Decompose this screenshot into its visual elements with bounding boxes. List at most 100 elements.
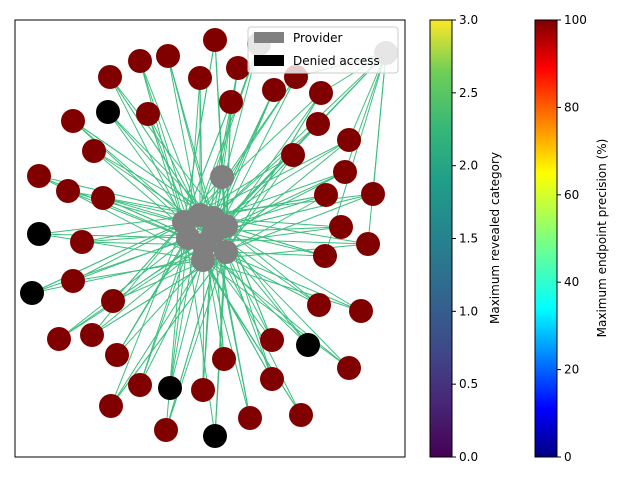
edge	[116, 259, 204, 356]
colorbar-tick-label: 80	[564, 100, 579, 114]
edge	[225, 194, 327, 227]
edge	[202, 259, 362, 312]
edge	[225, 92, 322, 227]
consumer-node	[156, 44, 180, 68]
consumer-node	[188, 66, 212, 90]
legend-label-denied-access: Denied access	[293, 54, 380, 68]
provider-node	[214, 240, 238, 264]
colorbar-tick-label: 3.0	[459, 13, 478, 27]
edge	[167, 55, 215, 233]
consumer-node	[47, 327, 71, 351]
edge	[202, 259, 302, 416]
colorbar-tick-label: 60	[564, 188, 579, 202]
edge	[169, 237, 189, 389]
edge	[38, 233, 189, 239]
colorbar-tick-label: 0.5	[459, 377, 478, 391]
consumer-node	[203, 28, 227, 52]
legend: Provider Denied access	[247, 26, 399, 74]
consumer-node	[337, 128, 361, 152]
edge	[107, 111, 214, 219]
edge	[139, 60, 201, 216]
edge	[72, 120, 185, 223]
consumer-node	[128, 373, 152, 397]
colorbar-tick-label: 1.0	[459, 304, 478, 318]
edge	[212, 123, 319, 219]
legend-swatch-provider	[254, 32, 284, 43]
consumer-node	[262, 78, 286, 102]
colorbar-precision-gradient	[534, 19, 558, 458]
consumer-node	[313, 244, 337, 268]
colorbar-tick-label: 1.5	[459, 232, 478, 246]
colorbar-tick-label: 2.0	[459, 159, 478, 173]
consumer-node	[212, 347, 236, 371]
edge	[225, 251, 326, 257]
consumer-node	[260, 328, 284, 352]
edge	[183, 221, 216, 437]
consumer-node	[27, 164, 51, 188]
colorbar-tick-label: 2.5	[459, 86, 478, 100]
provider-node	[210, 165, 234, 189]
edge	[147, 113, 201, 216]
consumer-node	[349, 299, 373, 323]
colorbar-category-gradient	[429, 19, 453, 458]
colorbar-tick-label: 20	[564, 363, 579, 377]
consumer-node	[61, 109, 85, 133]
colorbar-precision-label: Maximum endpoint precision (%)	[595, 139, 609, 338]
consumer-node	[329, 215, 353, 239]
consumer-node	[238, 406, 262, 430]
edge	[202, 139, 350, 261]
denied-node	[20, 281, 44, 305]
consumer-node	[309, 81, 333, 105]
consumer-node	[99, 394, 123, 418]
colorbar-category: 0.0 0.5 1.0 1.5 2.0 2.5 3.0 Maximum revealed c…	[429, 13, 502, 464]
edge	[212, 217, 309, 346]
edge	[183, 92, 322, 223]
consumer-node	[191, 378, 215, 402]
colorbar-tick-label: 100	[564, 13, 587, 27]
provider-node	[191, 248, 215, 272]
legend-label-provider: Provider	[293, 31, 342, 45]
consumer-node	[281, 143, 305, 167]
consumer-node	[105, 343, 129, 367]
denied-node	[96, 100, 120, 124]
consumer-node	[136, 102, 160, 126]
consumer-node	[91, 186, 115, 210]
edge	[116, 237, 189, 356]
edge	[110, 221, 185, 407]
consumer-node	[361, 182, 385, 206]
consumer-node	[128, 49, 152, 73]
consumer-node	[56, 179, 80, 203]
colorbar-tick-label: 0.0	[459, 450, 478, 464]
edge	[109, 76, 185, 223]
edge	[214, 251, 227, 437]
denied-node	[158, 376, 182, 400]
consumer-node	[307, 293, 331, 317]
consumer-node	[314, 183, 338, 207]
consumer-node	[101, 289, 125, 313]
consumer-node	[219, 90, 243, 114]
consumer-node	[289, 403, 313, 427]
consumer-node	[82, 139, 106, 163]
provider-node	[202, 220, 226, 244]
edge	[183, 101, 232, 223]
colorbar-precision: 0 20 40 60 80 100 Maximum endpoint precision …	[534, 13, 609, 464]
edge	[367, 52, 387, 245]
consumer-node	[154, 418, 178, 442]
edge	[199, 139, 350, 216]
edge	[225, 154, 294, 253]
edge	[91, 221, 185, 336]
colorbar-category-ticks: 0.0 0.5 1.0 1.5 2.0 2.5 3.0	[452, 13, 478, 464]
consumer-node	[80, 323, 104, 347]
consumer-node	[306, 112, 330, 136]
denied-node	[296, 333, 320, 357]
legend-swatch-denied-access	[254, 55, 284, 66]
edge	[212, 52, 387, 219]
edge	[199, 193, 374, 216]
consumer-node	[333, 160, 357, 184]
edge	[31, 221, 185, 294]
colorbar-tick-label: 40	[564, 275, 579, 289]
edge	[169, 259, 204, 389]
colorbar-tick-label: 0	[564, 450, 572, 464]
consumer-node	[70, 230, 94, 254]
